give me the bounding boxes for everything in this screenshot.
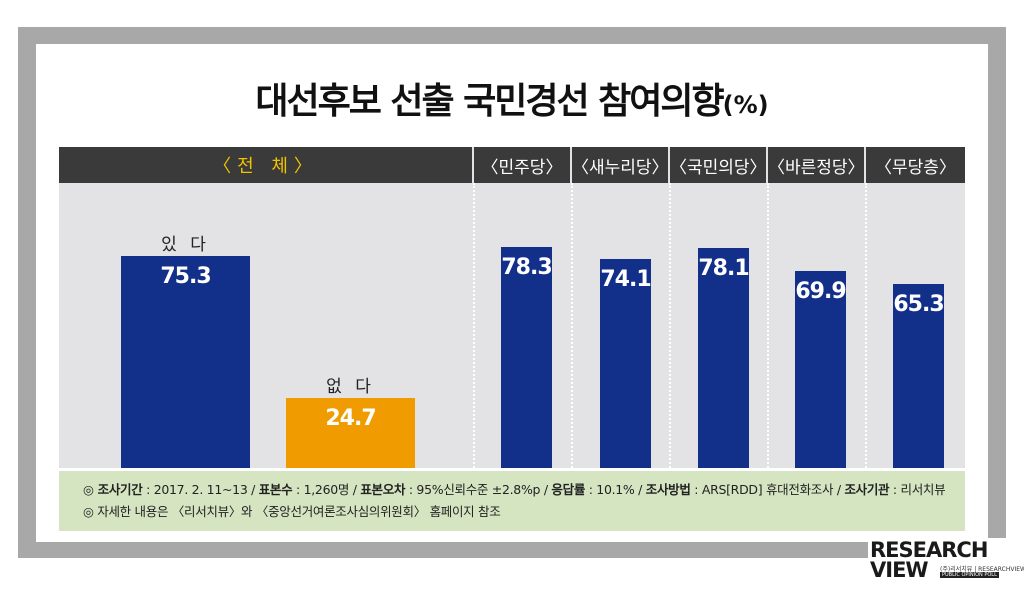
notes-label: 표본수 — [258, 482, 293, 497]
chart-panel: 대선후보 선출 국민경선 참여의향(%) 〈전 체〉 75.3 있 다 24.7 없 다… — [36, 44, 988, 542]
notes-label: 조사기관 — [844, 482, 890, 497]
bar-value-label: 69.9 — [795, 278, 846, 304]
notes-text: : 10.1% / — [585, 482, 646, 497]
bar-category-label: 있 다 — [161, 234, 210, 255]
group-separator — [473, 183, 475, 468]
group-separator — [865, 183, 867, 468]
bar — [501, 247, 552, 468]
notes-line-2: ◎ 자세한 내용은 〈리서치뷰〉와 〈중앙선거여론조사심의위원회〉 홈페이지 참… — [83, 504, 501, 519]
notes-text: : 95%신뢰수준 ±2.8%p / — [405, 482, 552, 497]
research-view-logo: RESEARCH VIEW (주)리서치뷰 | RESEARCHVIEW PUB… — [868, 538, 1024, 596]
group-header: 〈민주당〉 — [474, 147, 570, 183]
notes-text: : 리서치뷰 — [889, 482, 946, 497]
notes-line-1: ◎ 조사기간 : 2017. 2. 11~13 / 표본수 : 1,260명 /… — [83, 479, 965, 501]
logo-word-view: VIEW — [870, 558, 929, 582]
bar — [600, 259, 651, 468]
group-header: 〈새누리당〉 — [572, 147, 669, 183]
group-separator — [767, 183, 769, 468]
group-header: 〈바른정당〉 — [768, 147, 865, 183]
group-header: 〈무당층〉 — [866, 147, 965, 183]
chart-title-text: 대선후보 선출 국민경선 참여의향 — [255, 81, 724, 122]
bar-category-label: 없 다 — [326, 377, 375, 398]
bar-value-label: 24.7 — [325, 406, 376, 432]
bar-value-label: 75.3 — [160, 263, 211, 289]
bar-value-label: 74.1 — [600, 267, 651, 293]
notes-label: 응답률 — [551, 482, 586, 497]
notes-text: : 1,260명 / — [292, 482, 361, 497]
notes-label: 조사방법 — [645, 482, 691, 497]
group-separator — [571, 183, 573, 468]
notes-text: : 2017. 2. 11~13 / — [142, 482, 259, 497]
group-separator — [669, 183, 671, 468]
chart-title: 대선후보 선출 국민경선 참여의향(%) — [36, 72, 988, 124]
bar-value-label: 78.3 — [501, 255, 552, 281]
logo-subtext: (주)리서치뷰 | RESEARCHVIEW — [940, 566, 1024, 573]
bar — [698, 247, 749, 468]
group-header: 〈국민의당〉 — [670, 147, 767, 183]
notes-text: : ARS[RDD] 휴대전화조사 / — [690, 482, 845, 497]
bar — [286, 398, 415, 468]
bar-value-label: 65.3 — [893, 291, 944, 317]
group-header: 〈전 체〉 — [59, 147, 472, 183]
notes-label: 표본오차 — [360, 482, 406, 497]
bar-value-label: 78.1 — [698, 255, 749, 281]
survey-notes: ◎ 조사기간 : 2017. 2. 11~13 / 표본수 : 1,260명 /… — [59, 471, 965, 531]
chart-title-unit: (%) — [722, 91, 769, 119]
plot-area: 〈전 체〉 75.3 있 다 24.7 없 다 〈민주당〉 78.3 〈새누리당〉 74.1 〈국… — [59, 147, 965, 468]
logo-subtext-2: PUBLIC OPINION POLL — [940, 572, 999, 578]
notes-label: ◎ 조사기간 — [83, 482, 143, 497]
logo-word-research: RESEARCH — [870, 538, 988, 562]
bar — [121, 255, 250, 468]
bar — [795, 270, 846, 468]
bar — [893, 283, 944, 468]
